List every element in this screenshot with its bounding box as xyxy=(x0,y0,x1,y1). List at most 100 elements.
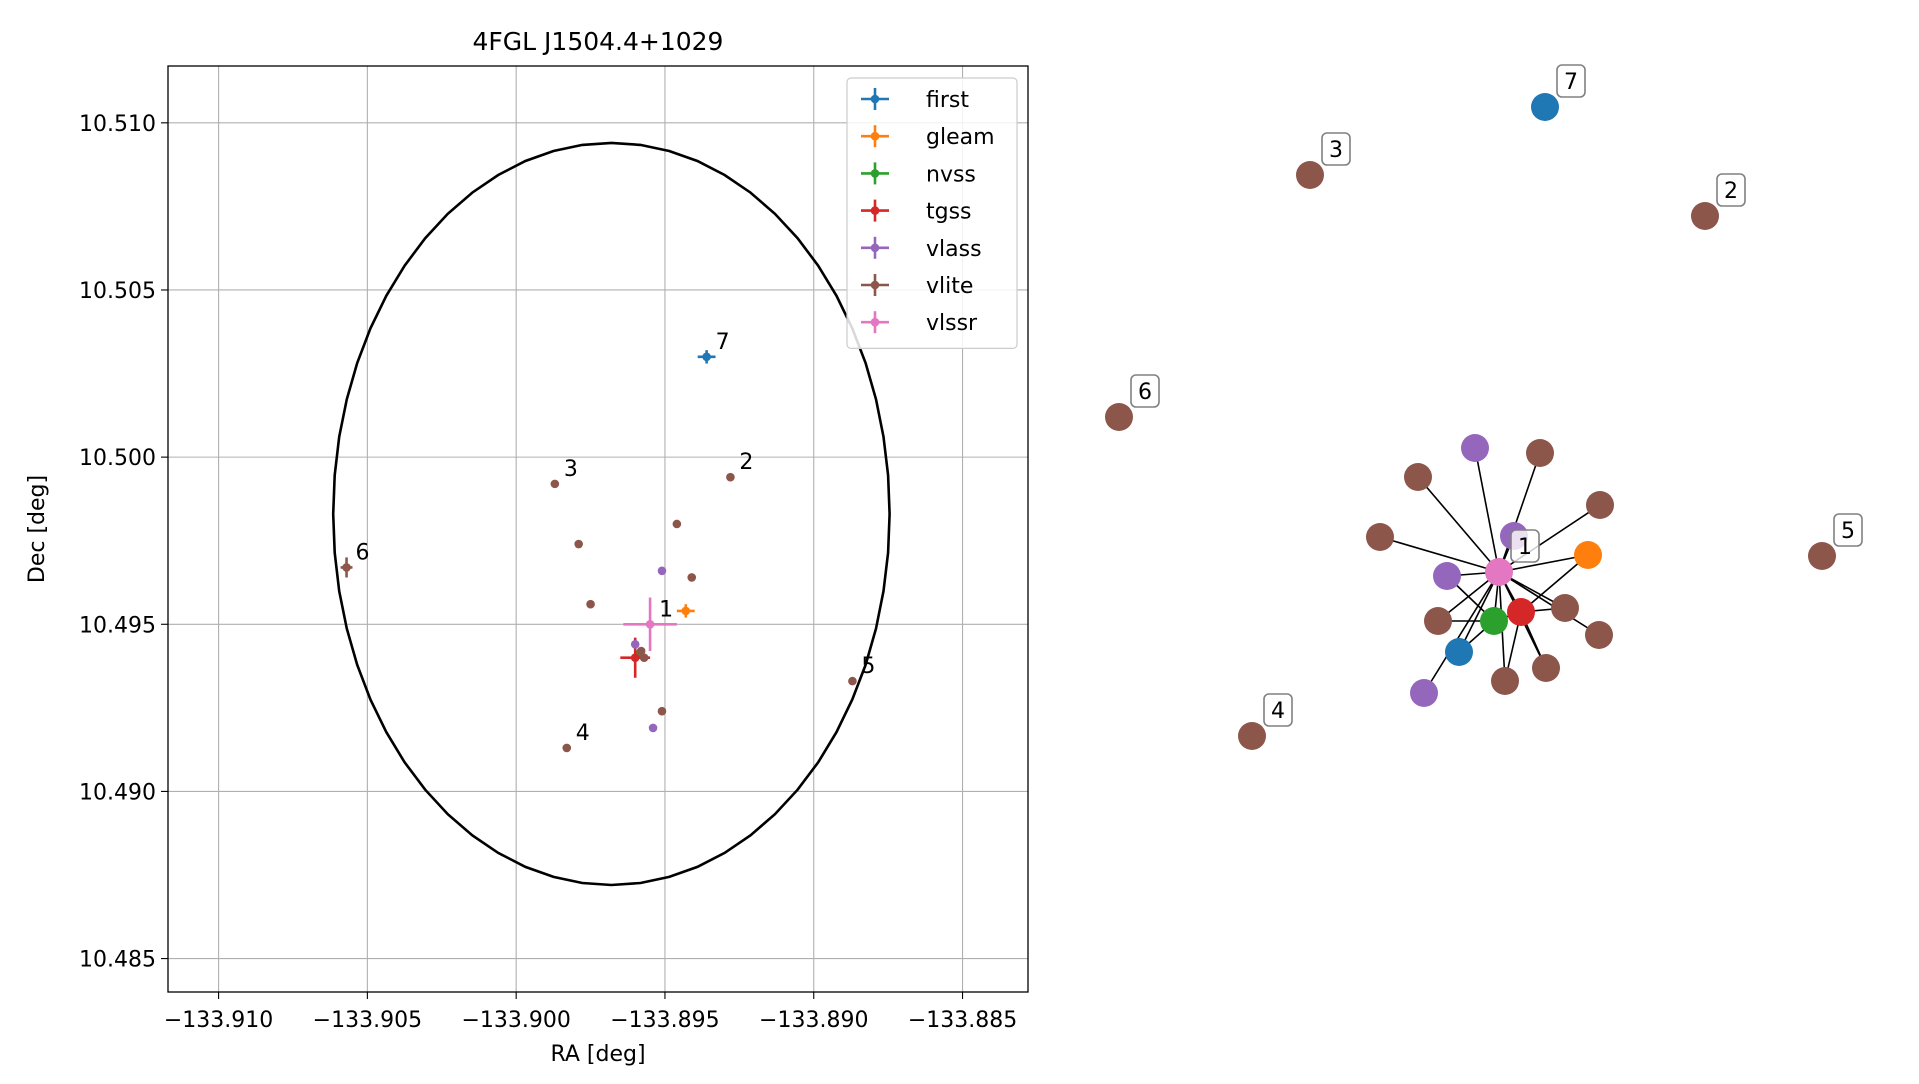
left-scatter-chart: 7 2 3 4 5 6 1 −133.910 −133.905 −133.900 −133.895… xyxy=(25,27,1029,1067)
point-label: 3 xyxy=(564,457,578,482)
legend-swatch-marker xyxy=(870,243,880,253)
network-node xyxy=(1480,607,1508,635)
point-marker xyxy=(342,563,351,572)
point-marker xyxy=(702,352,711,362)
network-node xyxy=(1532,654,1560,682)
legend-label: vlssr xyxy=(926,311,978,336)
x-tick-label: −133.885 xyxy=(908,1008,1017,1033)
point-marker xyxy=(630,653,640,663)
y-tick-label: 10.495 xyxy=(79,613,156,638)
axis-ticks: −133.910 −133.905 −133.900 −133.895 −133.890… xyxy=(79,112,1017,1033)
data-point-vlite xyxy=(657,706,667,716)
data-point-vlssr: 1 xyxy=(623,597,677,652)
legend-item-first[interactable]: first xyxy=(861,88,969,113)
network-edge xyxy=(1520,554,1589,613)
legend-item-vlite[interactable]: vlite xyxy=(861,274,973,299)
point-label: 1 xyxy=(659,597,673,622)
legend-label: vlass xyxy=(926,237,982,262)
legend-swatch-marker xyxy=(870,206,880,215)
node-marker xyxy=(1424,607,1452,635)
point-marker xyxy=(726,472,735,482)
node-marker xyxy=(1585,621,1613,649)
data-point-vlite xyxy=(639,653,649,663)
legend-swatch-marker xyxy=(870,317,880,327)
network-node xyxy=(1551,594,1579,622)
data-point-vlite: 5 xyxy=(848,654,875,686)
point-marker xyxy=(848,676,857,686)
network-node: 4 xyxy=(1238,693,1293,750)
data-point-vlass xyxy=(657,566,667,576)
data-point-vlite xyxy=(636,646,646,656)
legend-label: nvss xyxy=(926,162,976,187)
point-label: 6 xyxy=(356,540,370,565)
node-marker xyxy=(1480,607,1508,635)
node-label-box xyxy=(1321,132,1351,166)
legend-label: first xyxy=(926,88,969,113)
data-point-vlite: 6 xyxy=(340,540,370,578)
data-point-gleam xyxy=(676,604,695,618)
network-edge xyxy=(1498,452,1541,573)
data-point-vlite xyxy=(687,573,697,582)
network-node: 3 xyxy=(1296,132,1351,189)
point-marker xyxy=(672,519,682,529)
x-tick-label: −133.895 xyxy=(610,1008,719,1033)
data-point-vlite xyxy=(586,599,595,609)
data-point-vlite xyxy=(672,519,682,529)
node-label: 4 xyxy=(1271,699,1285,724)
network-hub-node: 1 xyxy=(1485,529,1540,586)
network-node: 6 xyxy=(1105,374,1160,431)
point-marker xyxy=(687,573,697,582)
legend-swatch-marker xyxy=(870,280,880,290)
node-marker xyxy=(1404,463,1432,491)
network-node: 7 xyxy=(1531,64,1586,121)
data-point-vlite: 3 xyxy=(550,457,578,489)
legend[interactable]: first gleam nvss tgss vlass vlite vlssr xyxy=(846,77,1018,349)
x-tick-label: −133.910 xyxy=(164,1008,273,1033)
node-label-box xyxy=(1510,529,1540,563)
point-marker xyxy=(648,723,658,733)
legend-item-nvss[interactable]: nvss xyxy=(861,162,976,187)
node-marker xyxy=(1551,594,1579,622)
node-marker xyxy=(1485,558,1513,586)
point-marker xyxy=(639,653,649,663)
node-marker xyxy=(1366,523,1394,551)
data-points: 7 2 3 4 5 6 1 xyxy=(340,330,875,753)
point-label: 4 xyxy=(576,721,590,746)
node-marker xyxy=(1445,638,1473,666)
legend-label: tgss xyxy=(926,200,972,225)
node-label: 2 xyxy=(1724,179,1738,204)
network-edge xyxy=(1423,571,1500,694)
network-node: 2 xyxy=(1691,173,1746,230)
network-node xyxy=(1586,491,1614,519)
point-marker xyxy=(681,606,691,616)
legend-swatch-marker xyxy=(870,169,880,178)
node-marker xyxy=(1461,434,1489,462)
node-marker xyxy=(1410,679,1438,707)
legend-swatch-marker xyxy=(870,94,880,104)
legend-item-vlass[interactable]: vlass xyxy=(861,236,982,262)
legend-label: vlite xyxy=(926,274,973,299)
point-marker xyxy=(630,640,640,649)
legend-item-gleam[interactable]: gleam xyxy=(861,125,995,150)
chart-title: 4FGL J1504.4+1029 xyxy=(473,27,724,56)
data-point-vlite: 4 xyxy=(562,721,590,753)
network-edge xyxy=(1458,571,1500,653)
y-tick-label: 10.485 xyxy=(79,948,156,973)
network-node xyxy=(1507,598,1535,626)
network-edge xyxy=(1474,447,1500,573)
legend-item-tgss[interactable]: tgss xyxy=(861,199,972,225)
legend-swatch-marker xyxy=(870,131,880,141)
legend-item-vlssr[interactable]: vlssr xyxy=(861,311,978,336)
y-axis-label: Dec [deg] xyxy=(25,475,50,583)
network-node xyxy=(1410,679,1438,707)
node-marker xyxy=(1238,722,1266,750)
network-node: 5 xyxy=(1808,513,1863,570)
circle-outline xyxy=(331,141,891,887)
point-label: 5 xyxy=(861,654,875,679)
point-marker xyxy=(550,479,560,489)
network-node xyxy=(1433,562,1461,590)
network-node xyxy=(1461,434,1489,462)
y-tick-label: 10.505 xyxy=(79,279,156,304)
axes-frame xyxy=(167,65,1029,993)
legend-box xyxy=(846,77,1018,349)
